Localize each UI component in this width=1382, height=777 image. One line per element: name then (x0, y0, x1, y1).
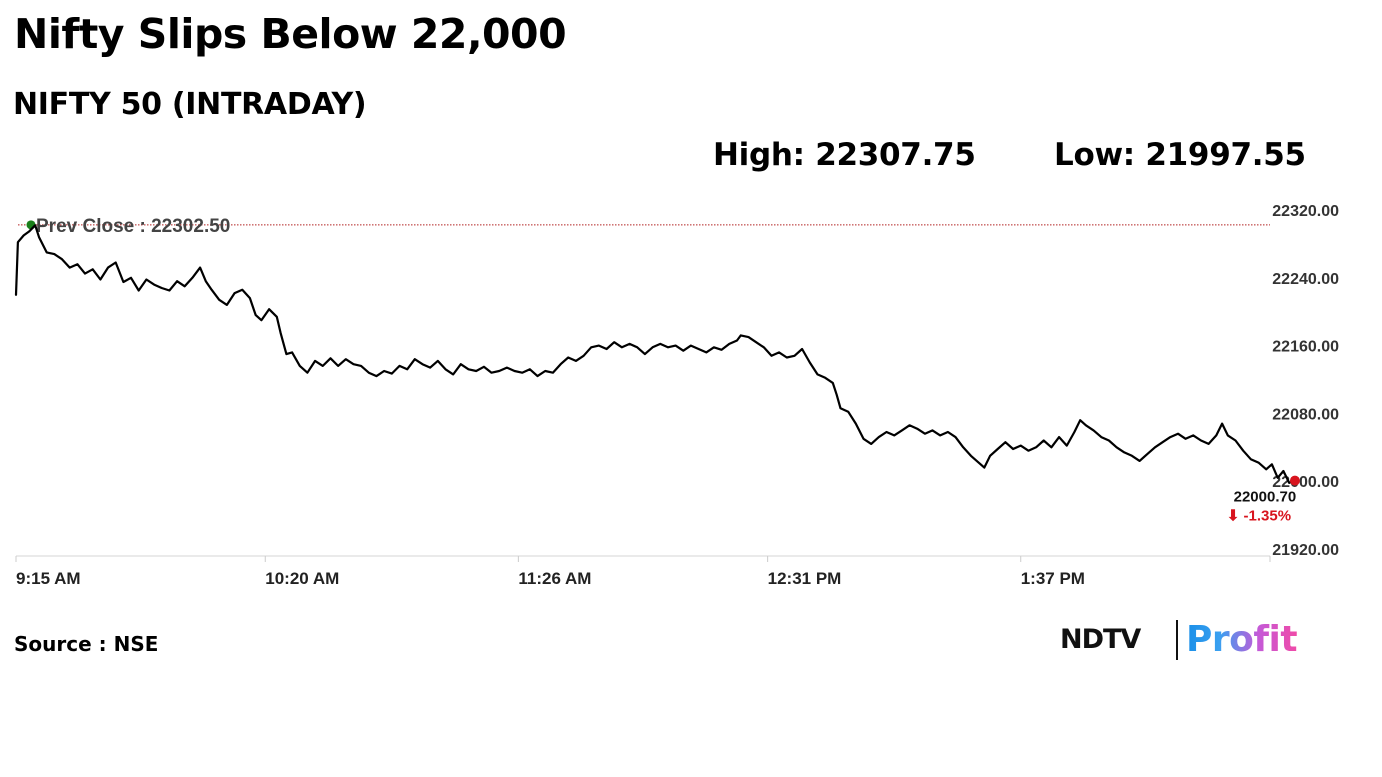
price-series-line (14, 224, 1296, 484)
prev-close-label: Prev Close : 22302.50 (36, 216, 230, 237)
ndtv-profit-logo: NDTV Profit (1060, 618, 1300, 662)
last-price-marker (1289, 475, 1300, 486)
x-axis-ticks: 9:15 AM 10:20 AM 11:26 AM 12:31 PM 1:37 PM (15, 556, 1271, 588)
change-percent-label: ⬇ -1.35% (1227, 508, 1291, 525)
x-tick-label: 11:26 AM (518, 569, 591, 588)
x-tick-label: 10:20 AM (265, 569, 339, 588)
y-tick-label: 21920.00 (1272, 542, 1339, 559)
y-tick-label: 22160.00 (1272, 339, 1339, 356)
x-tick-label: 1:37 PM (1021, 569, 1085, 588)
day-low-stat: Low: 21997.55 (1054, 137, 1306, 173)
day-high-stat: High: 22307.75 (713, 137, 976, 173)
brand-ndtv-text: NDTV (1060, 624, 1141, 655)
page-title: Nifty Slips Below 22,000 (14, 10, 567, 58)
y-tick-label: 22000.00 (1272, 474, 1339, 491)
y-tick-label: 22080.00 (1272, 406, 1339, 423)
last-price-label: 22000.70 (1234, 489, 1297, 506)
x-tick-label: 9:15 AM (16, 569, 81, 588)
brand-profit-text: Profit (1186, 619, 1298, 660)
brand-divider (1176, 620, 1178, 660)
chart-subtitle: NIFTY 50 (INTRADAY) (13, 87, 367, 122)
y-tick-label: 22240.00 (1272, 271, 1339, 288)
source-note: Source : NSE (14, 632, 159, 656)
y-axis-ticks: 22320.00 22240.00 22160.00 22080.00 22000.00… (1272, 203, 1339, 559)
last-price-group: 22000.70 ⬇ -1.35% (1227, 475, 1300, 525)
prev-close-group: Prev Close : 22302.50 (18, 216, 1270, 237)
y-tick-label: 22320.00 (1272, 203, 1339, 220)
x-tick-label: 12:31 PM (768, 569, 842, 588)
